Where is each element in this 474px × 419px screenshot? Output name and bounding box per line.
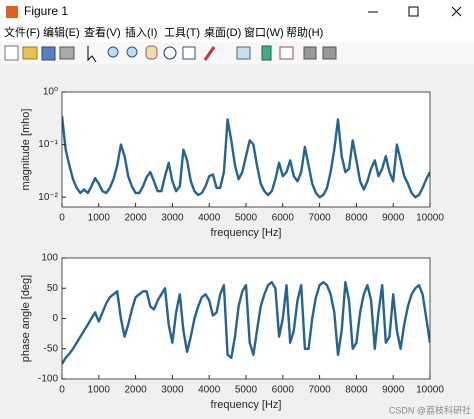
tool-legend[interactable]: [279, 46, 294, 60]
y-axis-label: magnitude [mho]: [20, 109, 32, 191]
x-tick-label: 3000: [161, 385, 184, 396]
x-tick-label: 5000: [235, 385, 258, 396]
y-tick-label: -100: [38, 374, 58, 385]
menu-item[interactable]: 插入(I): [125, 25, 157, 39]
x-tick-label: 4000: [198, 213, 221, 224]
tool-rotate[interactable]: [163, 46, 177, 60]
axes-box: [61, 91, 431, 208]
x-tick-label: 2000: [124, 385, 147, 396]
y-tick-label: 10⁻²: [38, 192, 58, 203]
y-axis-label: phase angle [deg]: [20, 275, 32, 362]
tool-new[interactable]: [4, 45, 19, 61]
tool-datatip[interactable]: [182, 46, 196, 60]
x-tick-label: 2000: [124, 213, 147, 224]
tool-save[interactable]: [41, 46, 56, 61]
watermark: CSDN @荔枝科研社: [389, 404, 471, 415]
x-axis-label: frequency [Hz]: [211, 399, 282, 411]
x-tick-label: 1000: [88, 213, 111, 224]
x-tick-label: 9000: [382, 213, 405, 224]
y-tick-label: 50: [47, 283, 59, 294]
menu-item[interactable]: 编辑(E): [43, 25, 80, 39]
x-tick-label: 8000: [345, 213, 368, 224]
axes-box: [61, 257, 431, 380]
tool-zoom-in[interactable]: [107, 46, 119, 58]
x-tick-label: 5000: [235, 213, 258, 224]
tool-pan[interactable]: [145, 45, 158, 60]
x-tick-label: 3000: [161, 213, 184, 224]
x-tick-label: 0: [59, 385, 65, 396]
y-tick-label: -50: [44, 343, 59, 354]
x-tick-label: 7000: [308, 385, 331, 396]
x-tick-label: 4000: [198, 385, 221, 396]
tool-open[interactable]: [22, 46, 38, 60]
menu-item[interactable]: 窗口(W): [244, 25, 284, 39]
app-icon: [6, 6, 18, 18]
y-tick-label: 10⁻¹: [38, 139, 58, 150]
tool-link[interactable]: [236, 46, 251, 60]
tool-show[interactable]: [322, 46, 337, 60]
data-line: [62, 281, 430, 365]
menu: 文件(F) 编辑(E) 查看(V) 插入(I) 工具(T) 桌面(D) 窗口(W…: [4, 25, 323, 39]
x-tick-label: 0: [59, 213, 65, 224]
tool-colorbar[interactable]: [261, 45, 272, 61]
menu-item[interactable]: 帮助(H): [286, 25, 323, 39]
plot-area: [62, 92, 430, 207]
toolbar-icons: [4, 45, 337, 63]
data-line: [62, 115, 430, 199]
plot-area: [62, 258, 430, 379]
close-button[interactable]: [451, 6, 462, 17]
x-tick-label: 8000: [345, 385, 368, 396]
menu-bar: [0, 24, 474, 42]
menu-item[interactable]: 桌面(D): [204, 26, 241, 39]
y-tick-label: 100: [41, 253, 58, 264]
window-title: Figure 1: [24, 4, 68, 18]
menu-item[interactable]: 工具(T): [164, 26, 200, 39]
x-tick-label: 10000: [416, 385, 444, 396]
x-tick-label: 10000: [416, 213, 444, 224]
menu-item[interactable]: 文件(F): [4, 25, 40, 39]
tool-hide[interactable]: [303, 46, 317, 60]
x-tick-label: 6000: [272, 385, 295, 396]
menu-item[interactable]: 查看(V): [84, 25, 121, 39]
x-tick-label: 9000: [382, 385, 405, 396]
y-tick-label: 0: [52, 313, 58, 324]
x-axis-label: frequency [Hz]: [211, 227, 282, 239]
x-tick-label: 6000: [272, 213, 295, 224]
tool-select[interactable]: [87, 46, 97, 63]
maximize-button[interactable]: [408, 6, 419, 17]
x-tick-label: 7000: [308, 213, 331, 224]
title-bar: [0, 0, 474, 24]
y-tick-label: 10⁰: [43, 87, 58, 98]
x-tick-label: 1000: [88, 385, 111, 396]
tool-print[interactable]: [59, 46, 75, 60]
tool-zoom-out[interactable]: [126, 46, 138, 58]
tool-brush[interactable]: [203, 46, 216, 61]
